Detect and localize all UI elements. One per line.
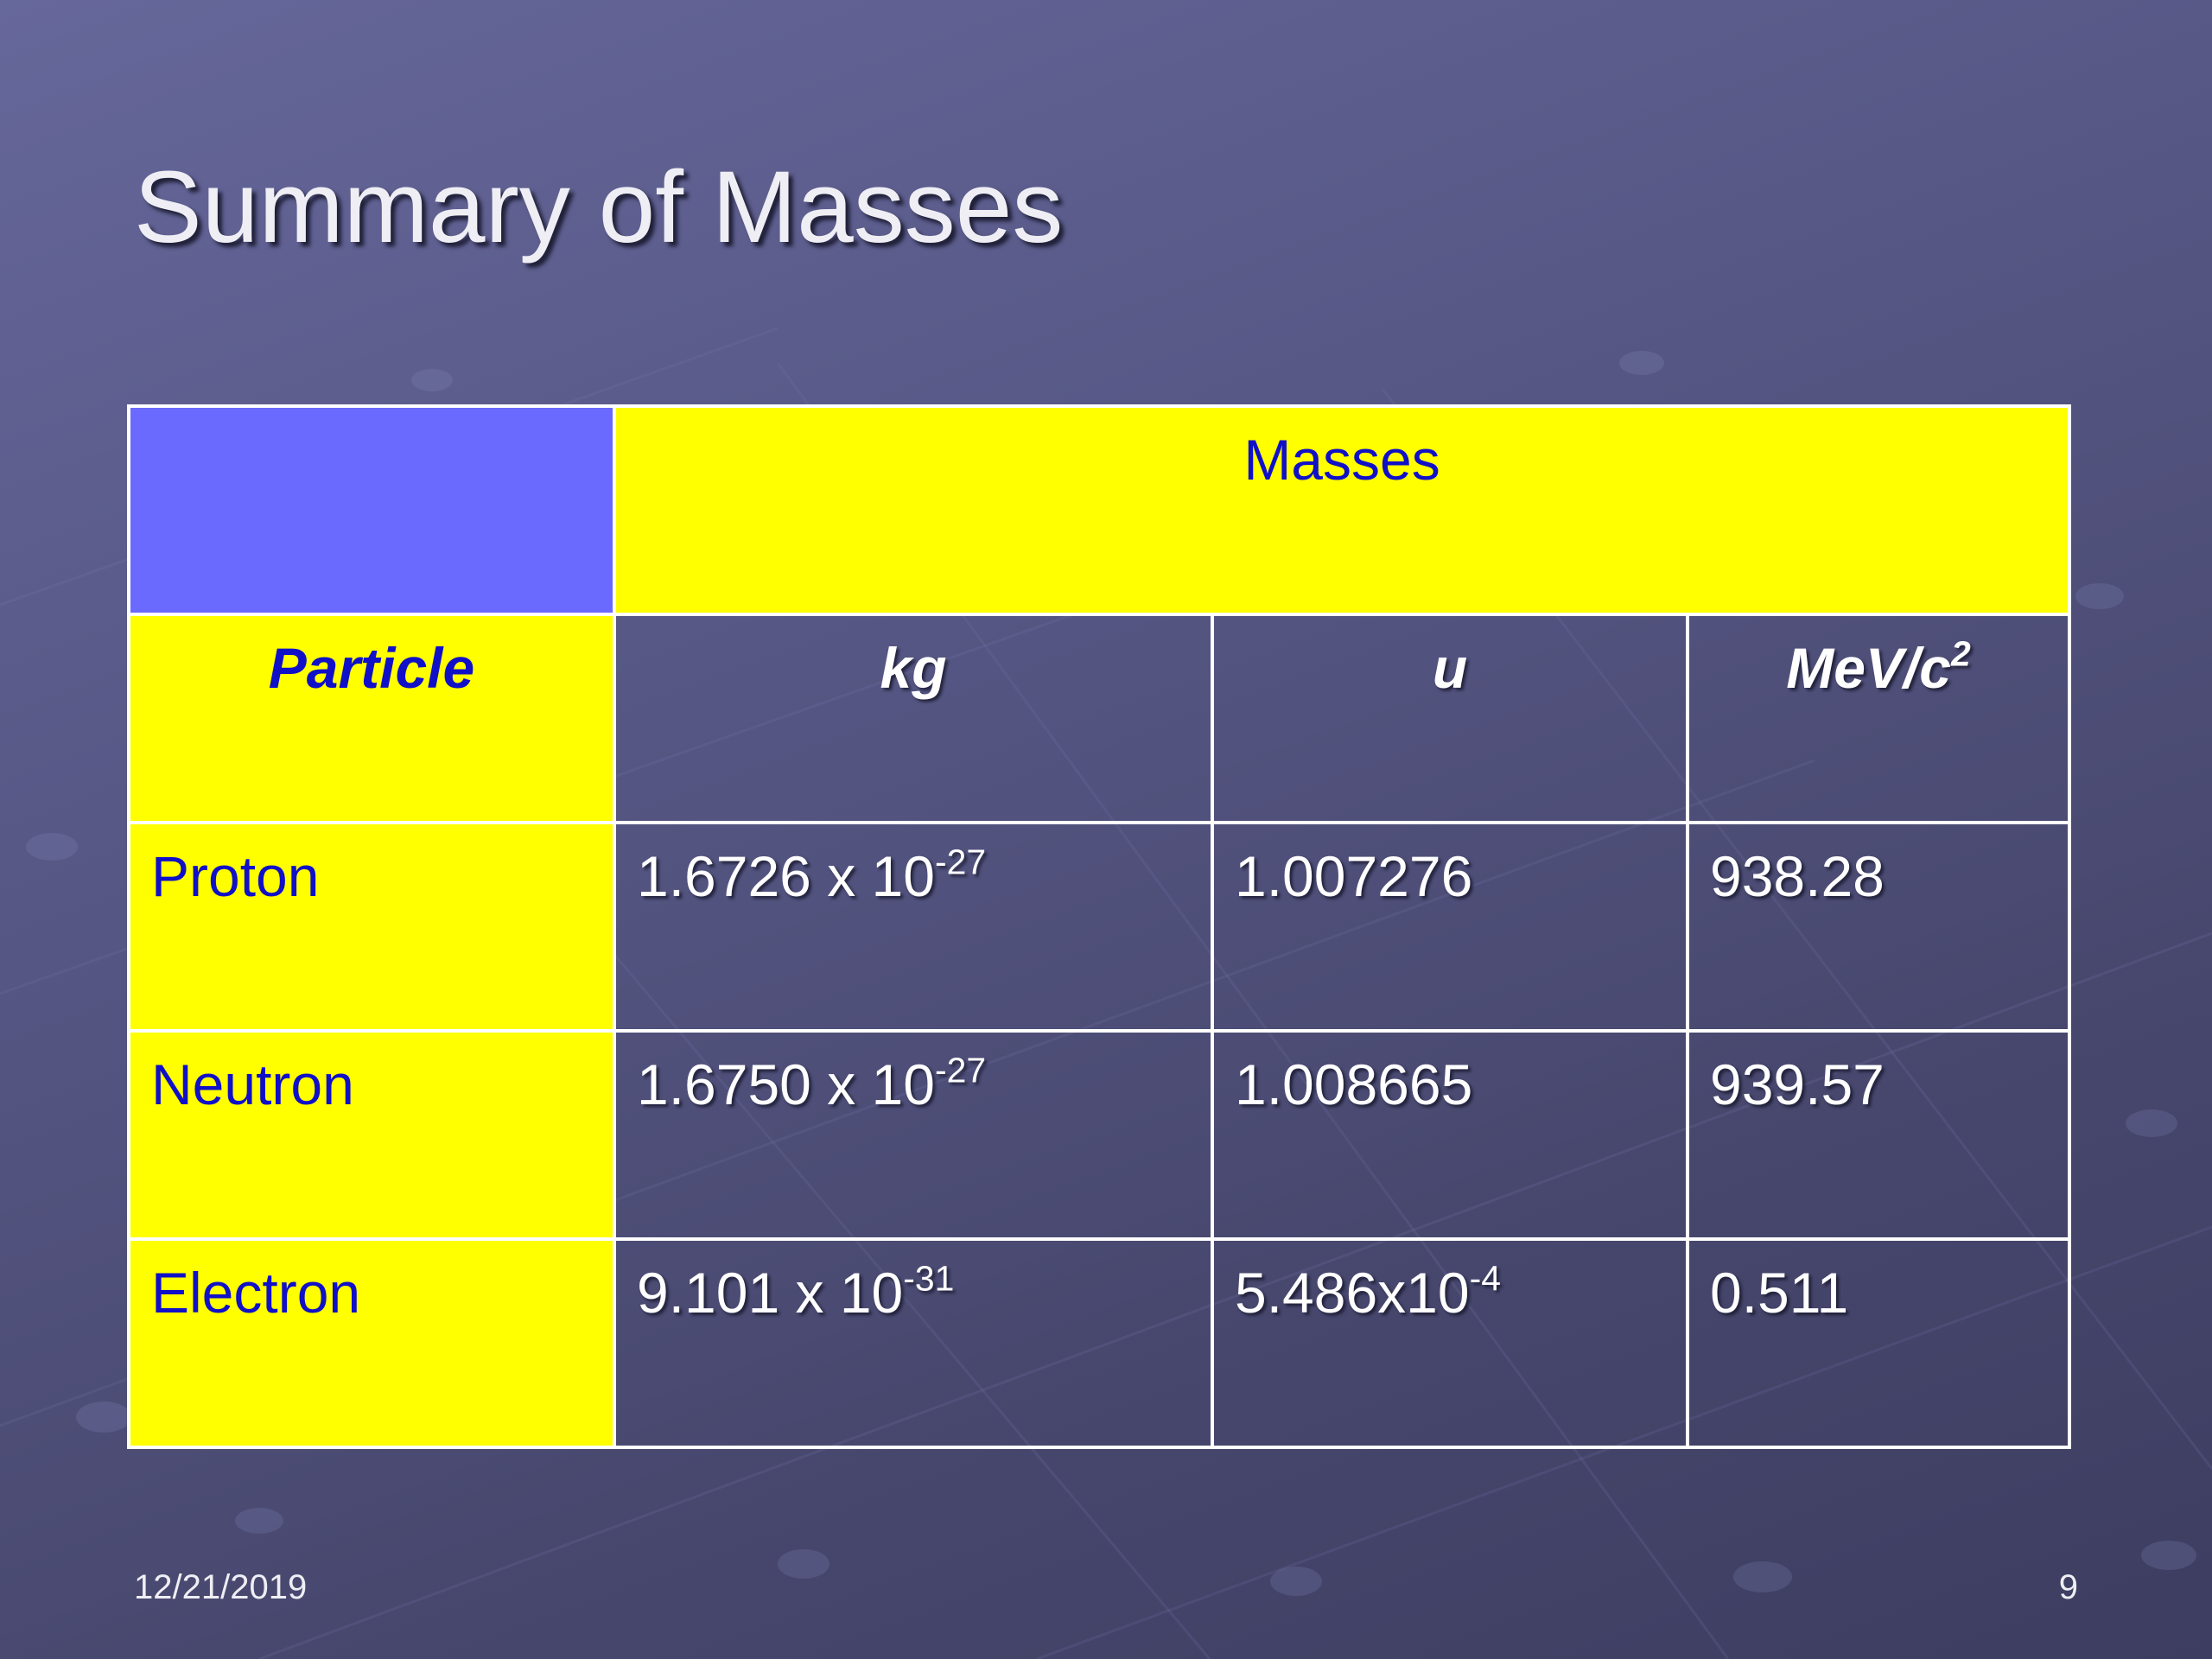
- mev-cell: 0.511: [1685, 1237, 2072, 1449]
- group-header-row: Masses: [127, 404, 2072, 616]
- u-exponent: -4: [1469, 1258, 1501, 1299]
- kg-mantissa: 9.101 x 10: [637, 1261, 904, 1325]
- mev-header-exponent: 2: [1951, 633, 1971, 674]
- kg-cell: 1.6750 x 10-27: [613, 1029, 1214, 1241]
- u-value: 5.486x10: [1235, 1261, 1470, 1325]
- u-cell: 1.007276: [1211, 821, 1689, 1033]
- kg-exponent: -27: [934, 1050, 987, 1090]
- u-cell: 1.008665: [1211, 1029, 1689, 1241]
- kg-column-header: kg: [613, 613, 1214, 824]
- page-number: 9: [2058, 1568, 2078, 1606]
- table-row-electron: Electron 9.101 x 10-31 5.486x10-4 0.511: [127, 1237, 2072, 1449]
- particle-name-cell: Proton: [127, 821, 616, 1033]
- masses-group-header: Masses: [612, 404, 2072, 616]
- particle-name-cell: Electron: [127, 1237, 616, 1449]
- u-value: 1.007276: [1235, 844, 1473, 908]
- table-row-proton: Proton 1.6726 x 10-27 1.007276 938.28: [127, 821, 2072, 1033]
- kg-mantissa: 1.6750 x 10: [637, 1052, 935, 1116]
- u-column-header: u: [1211, 613, 1689, 824]
- column-header-row: Particle kg u MeV/c2: [127, 613, 2072, 824]
- mev-header-base: MeV/c: [1786, 636, 1951, 700]
- particle-column-header: Particle: [127, 613, 616, 824]
- u-cell: 5.486x10-4: [1211, 1237, 1689, 1449]
- kg-exponent: -31: [903, 1258, 955, 1299]
- kg-mantissa: 1.6726 x 10: [637, 844, 935, 908]
- kg-cell: 1.6726 x 10-27: [613, 821, 1214, 1033]
- kg-exponent: -27: [934, 842, 987, 882]
- u-value: 1.008665: [1235, 1052, 1473, 1116]
- table-row-neutron: Neutron 1.6750 x 10-27 1.008665 939.57: [127, 1029, 2072, 1241]
- mev-cell: 938.28: [1685, 821, 2072, 1033]
- mev-cell: 939.57: [1685, 1029, 2072, 1241]
- mev-column-header: MeV/c2: [1685, 613, 2072, 824]
- particle-name-cell: Neutron: [127, 1029, 616, 1241]
- corner-cell: [127, 404, 616, 616]
- slide-title: Summary of Masses: [134, 150, 1064, 264]
- kg-cell: 9.101 x 10-31: [613, 1237, 1214, 1449]
- footer-date: 12/21/2019: [134, 1568, 308, 1606]
- masses-table: Masses Particle kg u MeV/c2 Proton 1.672…: [127, 404, 2072, 1449]
